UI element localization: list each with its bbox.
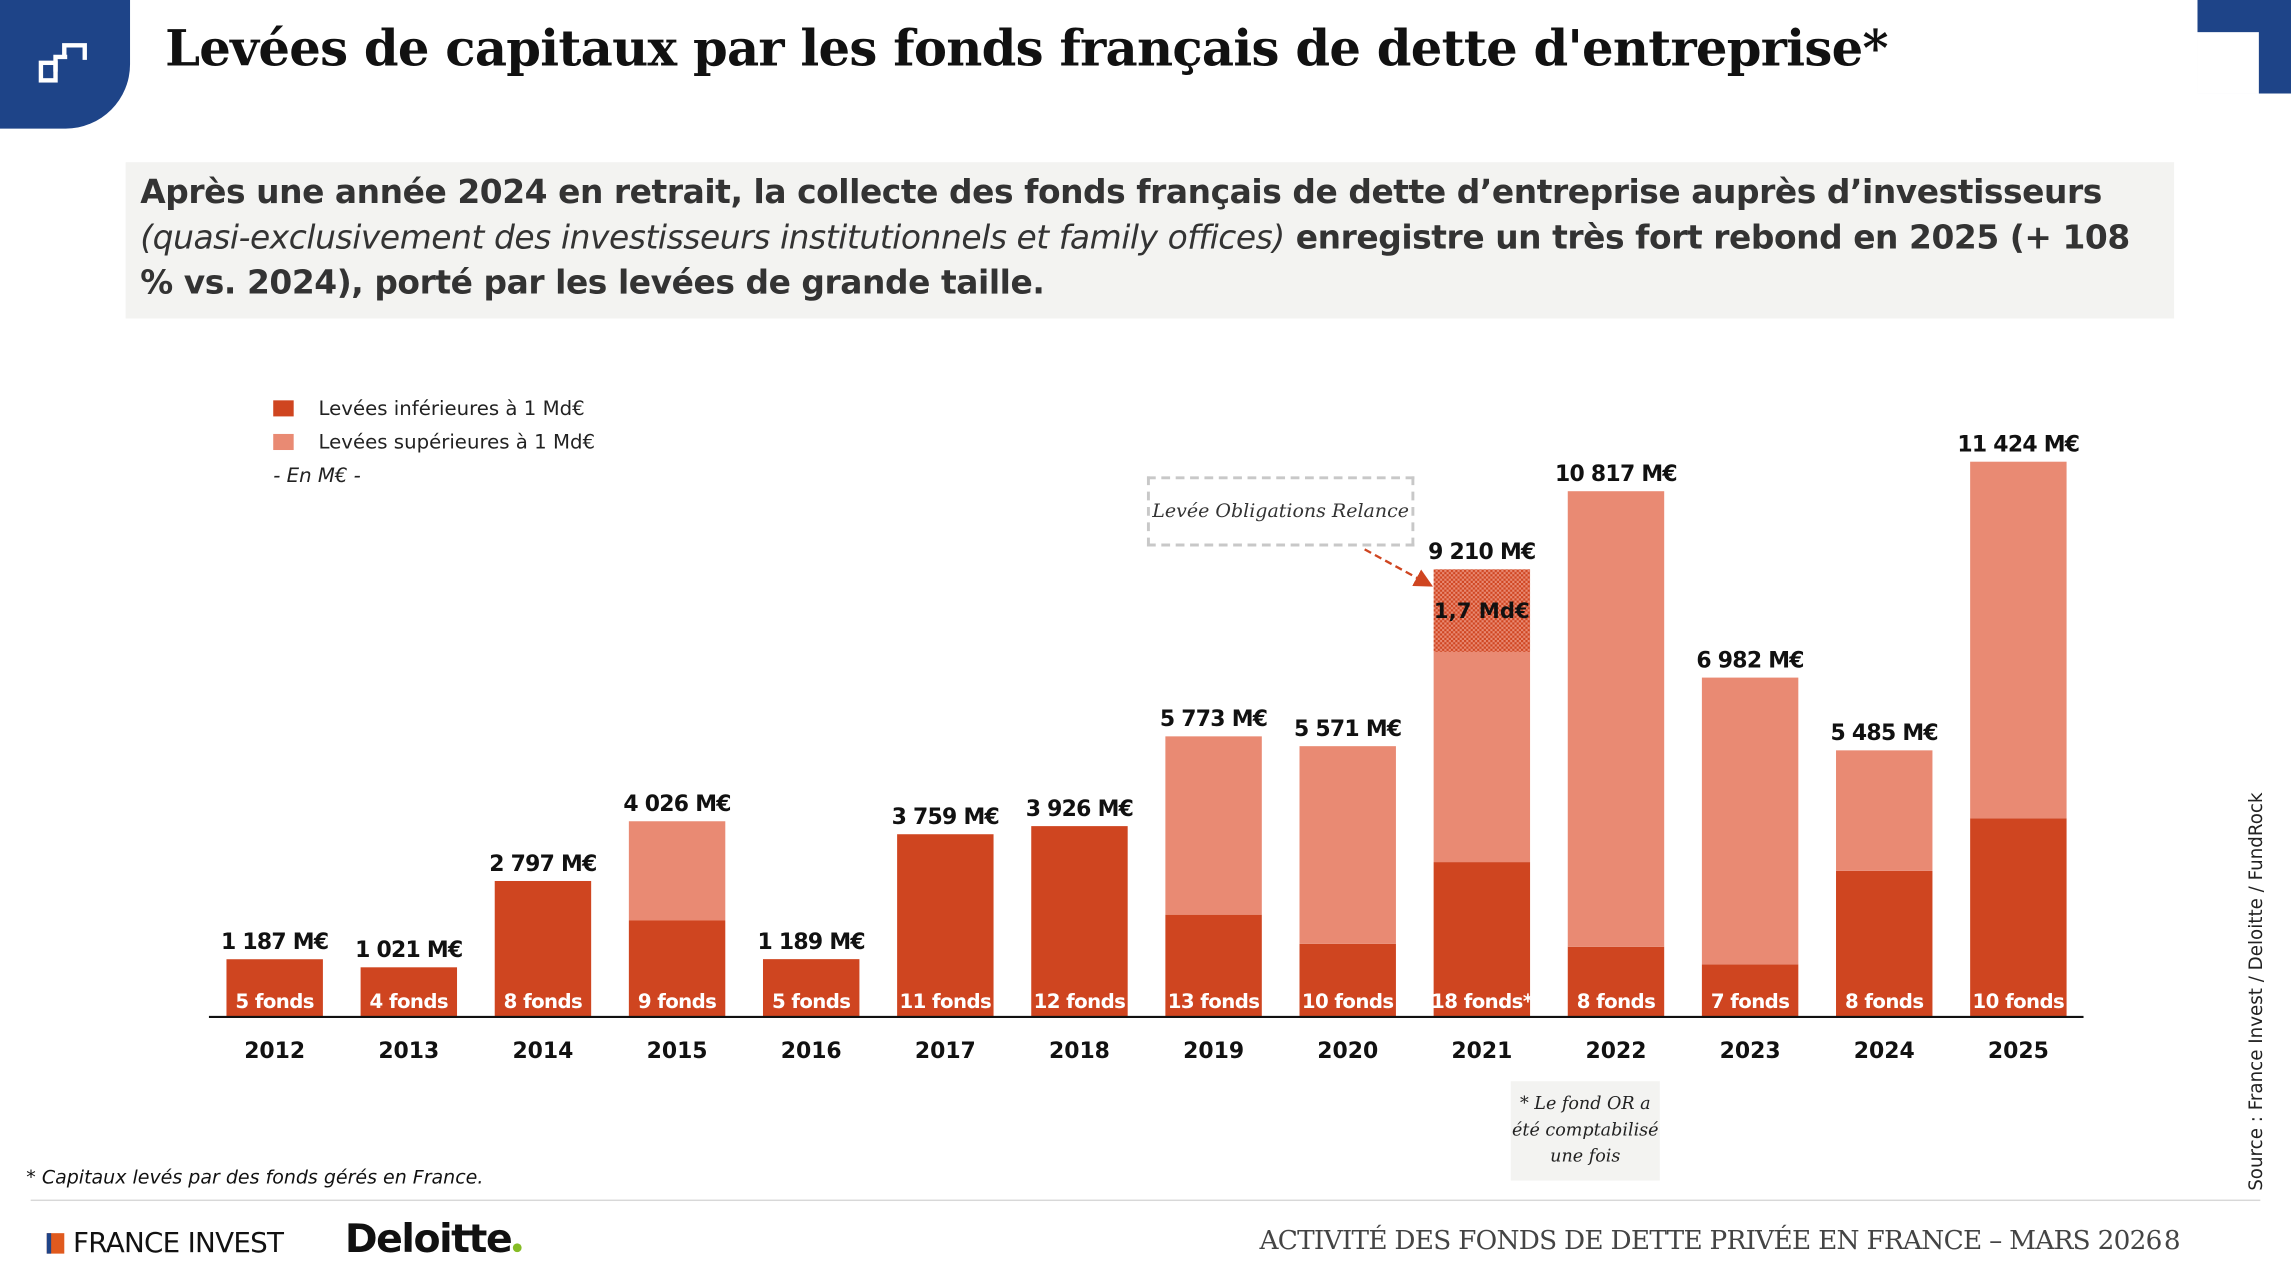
total-label-2024: 5 485 M€ (1831, 721, 1938, 746)
bar-segment-upper-2021 (1433, 651, 1531, 863)
bar-segment-upper-2022 (1567, 491, 1665, 947)
x-tick-2018: 2018 (1049, 1039, 1110, 1064)
fund-count-2018: 12 fonds (1034, 990, 1126, 1013)
x-tick-2023: 2023 (1720, 1039, 1781, 1064)
bar-segment-lower-2017 (897, 834, 994, 1017)
bar-segment-lower-2024 (1836, 870, 1933, 1017)
bar-segment-upper-2015 (628, 821, 726, 921)
x-tick-2016: 2016 (781, 1039, 842, 1064)
bar-segment-upper-2023 (1701, 677, 1799, 965)
x-tick-2022: 2022 (1585, 1039, 1646, 1064)
intro-text-2: enregistre un très fort rebond en 2025 (… (140, 219, 2130, 303)
x-tick-2019: 2019 (1183, 1039, 1244, 1064)
france-invest-logo-text: FRANCE INVEST (73, 1227, 284, 1260)
x-tick-2021: 2021 (1451, 1039, 1512, 1064)
bar-segment-lower-2018 (1031, 826, 1128, 1017)
total-label-2015: 4 026 M€ (623, 792, 730, 817)
france-invest-logo: FRANCE INVEST (46, 1227, 284, 1260)
x-tick-2017: 2017 (915, 1039, 976, 1064)
intro-text-1: Après une année 2024 en retrait, la coll… (140, 173, 2102, 212)
total-label-2019: 5 773 M€ (1160, 707, 1267, 732)
legend-label-lower: Levées inférieures à 1 Md€ (318, 396, 585, 421)
bar-segment-upper-2019 (1165, 736, 1262, 915)
fund-count-2019: 13 fonds (1168, 990, 1260, 1013)
bar-segment-lower-2015 (628, 920, 726, 1017)
total-label-2022: 10 817 M€ (1555, 462, 1677, 487)
legend-item-upper: Levées supérieures à 1 Md€ (273, 425, 595, 459)
total-label-2020: 5 571 M€ (1294, 717, 1401, 742)
footnote: * Capitaux levés par des fonds gérés en … (26, 1167, 484, 1190)
bar-segment-lower-2013 (360, 967, 458, 1017)
legend-item-lower: Levées inférieures à 1 Md€ (273, 392, 595, 426)
bar-segment-relance-2021 (1433, 569, 1531, 652)
fund-count-2020: 10 fonds (1302, 990, 1394, 1013)
bar-segment-lower-2019 (1165, 914, 1262, 1017)
total-label-2012: 1 187 M€ (221, 930, 328, 955)
bar-segment-lower-2025 (1970, 818, 2067, 1017)
fund-logo-icon (38, 43, 87, 83)
relance-label: 1,7 Md€ (1434, 598, 1530, 623)
brand-corner (0, 0, 131, 129)
total-label-2023: 6 982 M€ (1696, 648, 1803, 673)
x-tick-2020: 2020 (1317, 1039, 1378, 1064)
x-tick-2024: 2024 (1854, 1039, 1915, 1064)
deloitte-logo: Deloitte (345, 1217, 522, 1262)
report-title: ACTIVITÉ DES FONDS DE DETTE PRIVÉE EN FR… (1259, 1225, 2162, 1257)
bar-segment-upper-2024 (1836, 750, 1933, 871)
brand-corner-right (2197, 0, 2291, 94)
bar-segment-lower-2022 (1567, 946, 1665, 1017)
fund-count-2025: 10 fonds (1973, 990, 2065, 1013)
bar-segment-upper-2020 (1299, 746, 1396, 944)
fund-count-2012: 5 fonds (235, 990, 314, 1013)
fund-count-2015: 9 fonds (638, 990, 717, 1013)
bar-segment-lower-2023 (1701, 964, 1799, 1017)
unit-label: - En M€ - (273, 463, 361, 488)
legend-swatch-lower (273, 400, 294, 417)
bar-segment-lower-2014 (494, 880, 592, 1017)
fund-count-2024: 8 fonds (1845, 990, 1924, 1013)
total-label-2013: 1 021 M€ (355, 938, 462, 963)
x-tick-2025: 2025 (1988, 1039, 2049, 1064)
bar-segment-lower-2021 (1433, 862, 1531, 1017)
deloitte-dot-icon (512, 1243, 522, 1253)
intro-text-italic: (quasi-exclusivement des investisseurs i… (140, 219, 1285, 258)
deloitte-logo-text: Deloitte (344, 1217, 513, 1263)
total-label-2017: 3 759 M€ (892, 805, 999, 830)
fund-count-2017: 11 fonds (900, 990, 992, 1013)
annotation-arrow (1364, 548, 1434, 587)
total-label-2025: 11 424 M€ (1957, 432, 2079, 457)
x-tick-2014: 2014 (512, 1039, 573, 1064)
annotation-relance: Levée Obligations Relance (1146, 476, 1415, 547)
fund-count-2014: 8 fonds (504, 990, 583, 1013)
page-number: 8 (2163, 1225, 2181, 1257)
fund-count-2013: 4 fonds (370, 990, 449, 1013)
total-label-2014: 2 797 M€ (489, 852, 596, 877)
bar-segment-lower-2012 (226, 959, 323, 1017)
legend-label-upper: Levées supérieures à 1 Md€ (318, 430, 596, 454)
footer-divider (30, 1199, 2261, 1202)
fund-count-2023: 7 fonds (1711, 990, 1790, 1013)
total-label-2018: 3 926 M€ (1026, 797, 1133, 822)
bar-chart: 1 187 M€ 5 fonds 2012 1 021 M€ 4 fonds 2013 2 … (208, 432, 2084, 1064)
fund-count-2022: 8 fonds (1577, 990, 1656, 1013)
bar-segment-lower-2016 (762, 959, 860, 1017)
x-tick-2013: 2013 (378, 1039, 439, 1064)
or-note: * Le fond OR a été comptabilisé une fois (1510, 1081, 1660, 1181)
x-tick-2012: 2012 (244, 1039, 305, 1064)
page-title: Levées de capitaux par les fonds françai… (165, 20, 1888, 79)
fund-count-2016: 5 fonds (772, 990, 851, 1013)
legend-swatch-upper (273, 433, 294, 451)
total-label-2021: 9 210 M€ (1428, 540, 1535, 565)
france-invest-mark-icon (46, 1233, 65, 1254)
bar-segment-lower-2020 (1299, 943, 1396, 1017)
x-tick-2015: 2015 (647, 1039, 708, 1064)
bar-segment-upper-2025 (1970, 461, 2067, 819)
chart-legend: Levées inférieures à 1 Md€ Levées supéri… (273, 392, 595, 493)
intro-box: Après une année 2024 en retrait, la coll… (125, 162, 2175, 319)
total-label-2016: 1 189 M€ (757, 930, 864, 955)
source-text: Source : France Invest / Deloitte / Fund… (2244, 792, 2267, 1191)
fund-count-2021: 18 fonds* (1431, 990, 1533, 1013)
